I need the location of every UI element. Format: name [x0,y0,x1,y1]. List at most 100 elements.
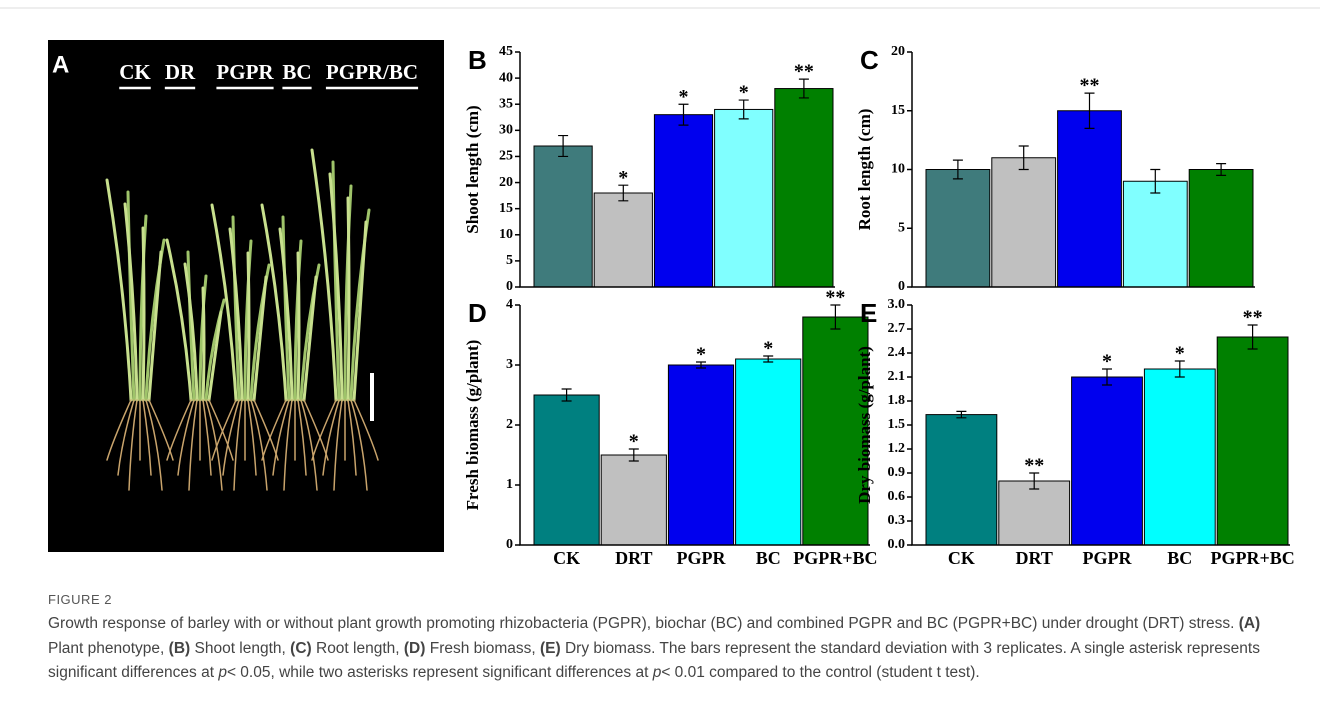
x-tick-label: BC [1167,548,1192,568]
bar [654,115,712,287]
x-tick-label: PGPR+BC [1210,548,1294,568]
page: A CKDRPGPRBCPGPR/BCBShoot length (cm)051… [0,0,1320,722]
caption-text: (B) [169,640,191,657]
bar [715,109,773,287]
significance: * [1175,343,1185,365]
leaf [248,253,249,400]
y-tick-label: 45 [499,44,513,59]
caption-text: (A) [1239,615,1261,632]
y-axis-label: Fresh biomass (g/plant) [463,340,482,511]
panel-label: C [860,45,879,75]
bar [534,395,599,545]
caption-text: Shoot length, [190,640,290,657]
y-tick-label: 2.1 [888,369,906,384]
caption-text: p [218,664,227,681]
y-tick-label: 30 [499,123,513,138]
y-tick-label: 40 [499,70,513,85]
significance: ** [825,287,845,309]
photo-label: PGPR [216,60,274,84]
bar [534,146,592,287]
y-tick-label: 3 [506,357,513,372]
y-tick-label: 0.0 [888,537,906,552]
significance: ** [794,61,814,83]
significance: * [1102,351,1112,373]
y-tick-label: 3.0 [888,297,906,312]
y-tick-label: 10 [499,227,513,242]
y-tick-label: 2 [506,417,513,432]
bar [992,158,1056,287]
panel-label: B [468,45,487,75]
y-axis-label: Root length (cm) [855,109,874,231]
y-tick-label: 0.6 [888,489,906,504]
y-tick-label: 2.4 [888,345,906,360]
y-tick-label: 1.5 [888,417,906,432]
x-tick-label: PGPR+BC [793,548,877,568]
x-tick-label: PGPR [1083,548,1133,568]
caption-text: < 0.01 compared to the control (student … [661,664,979,681]
leaf [143,228,144,400]
bar [1217,337,1288,545]
scale-bar [370,373,374,421]
significance: * [618,167,628,189]
caption-text: (E) [540,640,561,657]
bar [926,415,997,545]
photo-label: PGPR/BC [326,60,418,84]
significance: ** [1080,75,1100,97]
x-tick-label: PGPR [677,548,727,568]
caption: Growth response of barley with or withou… [48,612,1298,686]
bar [1123,181,1187,287]
bar [668,365,733,545]
significance: ** [1024,455,1044,477]
caption-text: Plant phenotype, [48,640,169,657]
x-tick-label: DRT [615,548,652,568]
y-tick-label: 15 [499,201,513,216]
y-tick-label: 4 [506,297,513,312]
bar [736,359,801,545]
y-tick-label: 1.2 [888,441,906,456]
y-tick-label: 1 [506,477,513,492]
y-tick-label: 1.8 [888,393,906,408]
figure-label: FIGURE 2 [48,592,112,607]
x-tick-label: CK [948,548,975,568]
caption-text: < 0.05, while two asterisks represent si… [227,664,653,681]
y-tick-label: 0 [506,279,513,294]
y-tick-label: 20 [499,175,513,190]
y-tick-label: 0.9 [888,465,906,480]
y-tick-label: 35 [499,96,513,111]
significance: * [763,338,773,360]
bar [999,481,1070,545]
y-tick-label: 15 [891,103,905,118]
y-tick-label: 0.3 [888,513,906,528]
photo [48,40,444,552]
caption-text: (D) [404,640,426,657]
bar [926,170,990,288]
panel-label: A [52,51,69,78]
significance: * [696,344,706,366]
y-tick-label: 2.7 [888,321,906,336]
bar [601,455,666,545]
caption-text: Growth response of barley with or withou… [48,615,1239,632]
panel-label: E [860,298,877,328]
significance: ** [1243,307,1263,329]
bar [1058,111,1122,287]
x-tick-label: BC [756,548,781,568]
bar [775,89,833,287]
significance: * [679,86,689,108]
bar [594,193,652,287]
y-axis-label: Dry biomass (g/plant) [855,346,874,504]
y-tick-label: 20 [891,44,905,59]
caption-text: Root length, [312,640,404,657]
significance: * [629,431,639,453]
significance: * [739,82,749,104]
caption-text: (C) [290,640,312,657]
bar [1072,377,1143,545]
y-tick-label: 5 [898,220,905,235]
bar [1189,170,1253,288]
leaf [298,253,299,400]
y-tick-label: 0 [898,279,905,294]
y-tick-label: 25 [499,149,513,164]
panel-label: D [468,298,487,328]
bar [1144,369,1215,545]
x-tick-label: CK [553,548,580,568]
